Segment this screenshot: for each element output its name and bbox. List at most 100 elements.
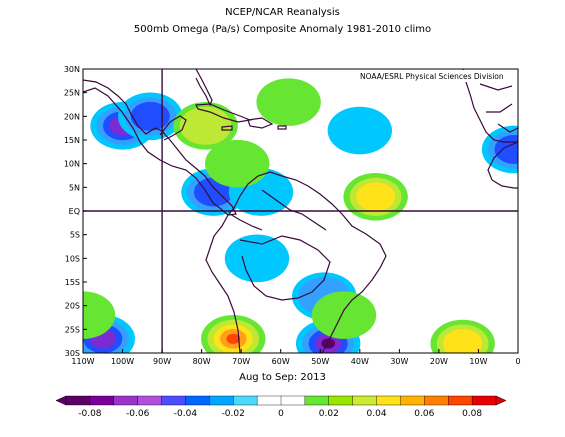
lon-tick-label: 90W — [153, 357, 171, 366]
anomaly-negative-1 — [118, 92, 183, 141]
lon-tick-label: 10W — [469, 357, 487, 366]
colorbar-max-arrow — [495, 395, 507, 406]
lat-tick-label: 5N — [69, 183, 80, 192]
coast-puerto-rico — [277, 125, 287, 130]
lat-tick-label: 15S — [65, 278, 80, 287]
coast-africa — [487, 141, 518, 189]
colorbar-swatch — [304, 395, 330, 406]
anomaly-positive-17 — [205, 139, 270, 188]
anomaly-contour-level-2 — [443, 329, 483, 353]
credit-label: NOAA/ESRL Physical Sciences Division — [360, 72, 504, 81]
anomaly-contour-level-0 — [224, 234, 290, 283]
anomaly-positive-16 — [83, 291, 116, 339]
anomaly-positive-11 — [256, 78, 321, 126]
anomaly-contour-level-0 — [83, 291, 116, 339]
lon-tick-label: 20W — [430, 357, 448, 366]
anomaly-positive-14 — [201, 315, 266, 353]
anomaly-positive-13 — [311, 291, 377, 339]
coast-jamaica — [221, 125, 233, 131]
coast-west-africa — [462, 69, 518, 143]
border-brazil-north — [261, 189, 327, 231]
lat-tick-label: 20S — [65, 302, 80, 311]
title-line-1: NCEP/NCAR Reanalysis — [225, 7, 340, 18]
colorbar-label: 0.08 — [462, 409, 482, 419]
colorbar: -0.08 -0.06 -0.04 -0.02 0 0.02 0.04 0.06 0.08 — [55, 395, 507, 419]
lat-tick-label: 10S — [65, 254, 80, 263]
anomaly-positive-12 — [343, 173, 408, 221]
lon-tick-label: 50W — [311, 357, 329, 366]
anomaly-negative-6 — [481, 125, 518, 174]
coastline-layer — [83, 69, 518, 353]
anomaly-negative-5 — [327, 106, 393, 155]
lat-tick-label: EQ — [69, 207, 80, 216]
anomaly-negative-9 — [224, 234, 290, 283]
colorbar-swatch — [256, 395, 282, 406]
lon-tick-label: 70W — [232, 357, 250, 366]
colorbar-swatch — [89, 395, 115, 406]
credit-box — [357, 70, 517, 82]
anomaly-positive-15 — [430, 319, 495, 353]
anomaly-contour-level-4 — [226, 333, 241, 344]
coast-cuba — [195, 103, 253, 123]
lat-tick-label: 15N — [64, 136, 80, 145]
colorbar-label: 0.02 — [319, 409, 339, 419]
anomaly-contour-level-0 — [256, 78, 321, 126]
anomaly-contour-level-2 — [130, 101, 170, 131]
anomaly-contour-level-0 — [205, 139, 270, 188]
colorbar-swatch — [376, 395, 401, 406]
colorbar-swatch — [209, 395, 234, 406]
colorbar-label: -0.06 — [126, 409, 150, 419]
colorbar-label: -0.02 — [222, 409, 245, 419]
colorbar-label: -0.04 — [174, 409, 198, 419]
period-label: Aug to Sep: 2013 — [239, 372, 326, 383]
colorbar-label: 0.04 — [367, 409, 387, 419]
colorbar-swatch — [65, 395, 91, 406]
lat-tick-label: 25S — [65, 325, 80, 334]
colorbar-swatch — [352, 395, 378, 406]
colorbar-swatch — [185, 395, 210, 406]
colorbar-label: 0 — [278, 409, 284, 419]
colorbar-swatch — [137, 395, 163, 406]
lon-tick-label: 110W — [71, 357, 94, 366]
lat-tick-label: 30N — [64, 65, 80, 74]
lon-tick-label: 30W — [390, 357, 408, 366]
anomaly-contour-level-2 — [356, 182, 396, 212]
anomaly-contour-level-2 — [494, 135, 518, 164]
lon-tick-label: 40W — [351, 357, 369, 366]
colorbar-swatch — [280, 395, 306, 406]
anomaly-contour-level-4 — [321, 338, 336, 349]
axis-ticks: 30N 25N 20N 15N 10N 5N EQ 5S 10S 15S 20S 25S 30S110W… — [64, 65, 521, 366]
colorbar-swatch — [400, 395, 425, 406]
coast-africa-borders — [479, 83, 518, 133]
lat-tick-label: 25N — [64, 89, 80, 98]
lon-tick-label: 0 — [515, 357, 520, 366]
border-colombia — [229, 213, 263, 231]
lon-tick-label: 80W — [193, 357, 211, 366]
coast-mexico-central-america — [83, 79, 237, 216]
anomaly-contour-level-1 — [179, 106, 232, 145]
coast-yucatan — [159, 115, 187, 141]
lon-tick-label: 100W — [111, 357, 134, 366]
colorbar-swatch — [471, 395, 497, 406]
coast-south-america — [205, 171, 387, 353]
title-line-2: 500mb Omega (Pa/s) Composite Anomaly 198… — [133, 24, 432, 35]
colorbar-label: 0.06 — [414, 409, 434, 419]
lat-tick-label: 10N — [64, 160, 80, 169]
colorbar-swatch — [161, 395, 186, 406]
lat-tick-label: 30S — [65, 349, 80, 358]
coast-hispaniola — [247, 117, 274, 129]
colorbar-swatch — [113, 395, 139, 406]
lon-tick-label: 60W — [272, 357, 290, 366]
colorbar-swatch — [424, 395, 449, 406]
colorbar-swatch — [233, 395, 258, 406]
border-andes — [239, 235, 331, 301]
colorbar-swatch — [328, 395, 354, 406]
lat-tick-label: 5S — [70, 231, 80, 240]
colorbar-swatch — [448, 395, 473, 406]
colorbar-min-arrow — [55, 395, 67, 406]
anomaly-field-layer — [83, 78, 518, 353]
anomaly-contour-level-0 — [311, 291, 377, 339]
anomaly-contour-level-0 — [327, 106, 393, 155]
coast-florida — [195, 69, 213, 107]
